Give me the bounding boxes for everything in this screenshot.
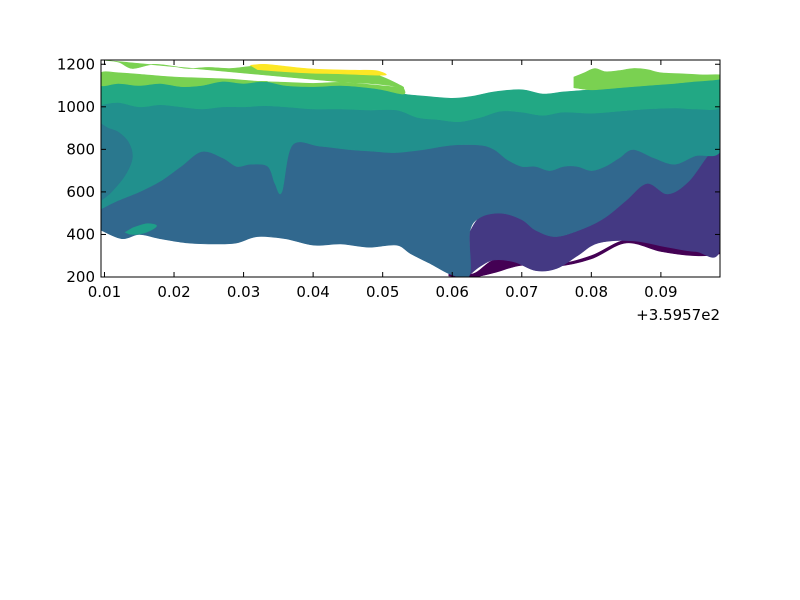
contour-level-9 bbox=[101, 123, 133, 201]
y-tick-label: 400 bbox=[66, 225, 95, 243]
y-tick-label: 600 bbox=[66, 183, 95, 201]
x-tick-label: 0.09 bbox=[644, 283, 677, 301]
x-tick-label: 0.02 bbox=[157, 283, 190, 301]
contour-fills bbox=[101, 60, 720, 277]
contour-level-7 bbox=[573, 68, 720, 91]
x-tick-label: 0.06 bbox=[436, 283, 469, 301]
contour-level-6 bbox=[249, 63, 387, 76]
x-offset-label: +3.5957e2 bbox=[636, 306, 720, 324]
contour-level-8 bbox=[124, 223, 157, 235]
x-tick-label: 0.05 bbox=[366, 283, 399, 301]
x-axis: 0.01 0.02 0.03 0.04 0.05 0.06 0.07 0.08 0.09 bbox=[88, 60, 678, 301]
y-tick-label: 1000 bbox=[57, 98, 95, 116]
x-tick-label: 0.08 bbox=[575, 283, 608, 301]
x-tick-label: 0.03 bbox=[227, 283, 260, 301]
x-tick-label: 0.04 bbox=[296, 283, 329, 301]
y-tick-label: 800 bbox=[66, 140, 95, 158]
plot-frame bbox=[100, 59, 721, 278]
y-tick-label: 1200 bbox=[57, 55, 95, 73]
x-tick-label: 0.01 bbox=[88, 283, 121, 301]
y-tick-label: 200 bbox=[66, 268, 95, 286]
y-axis: 200 400 600 800 1000 1200 bbox=[57, 55, 720, 286]
contour-level-5 bbox=[101, 60, 406, 95]
x-tick-label: 0.07 bbox=[505, 283, 538, 301]
